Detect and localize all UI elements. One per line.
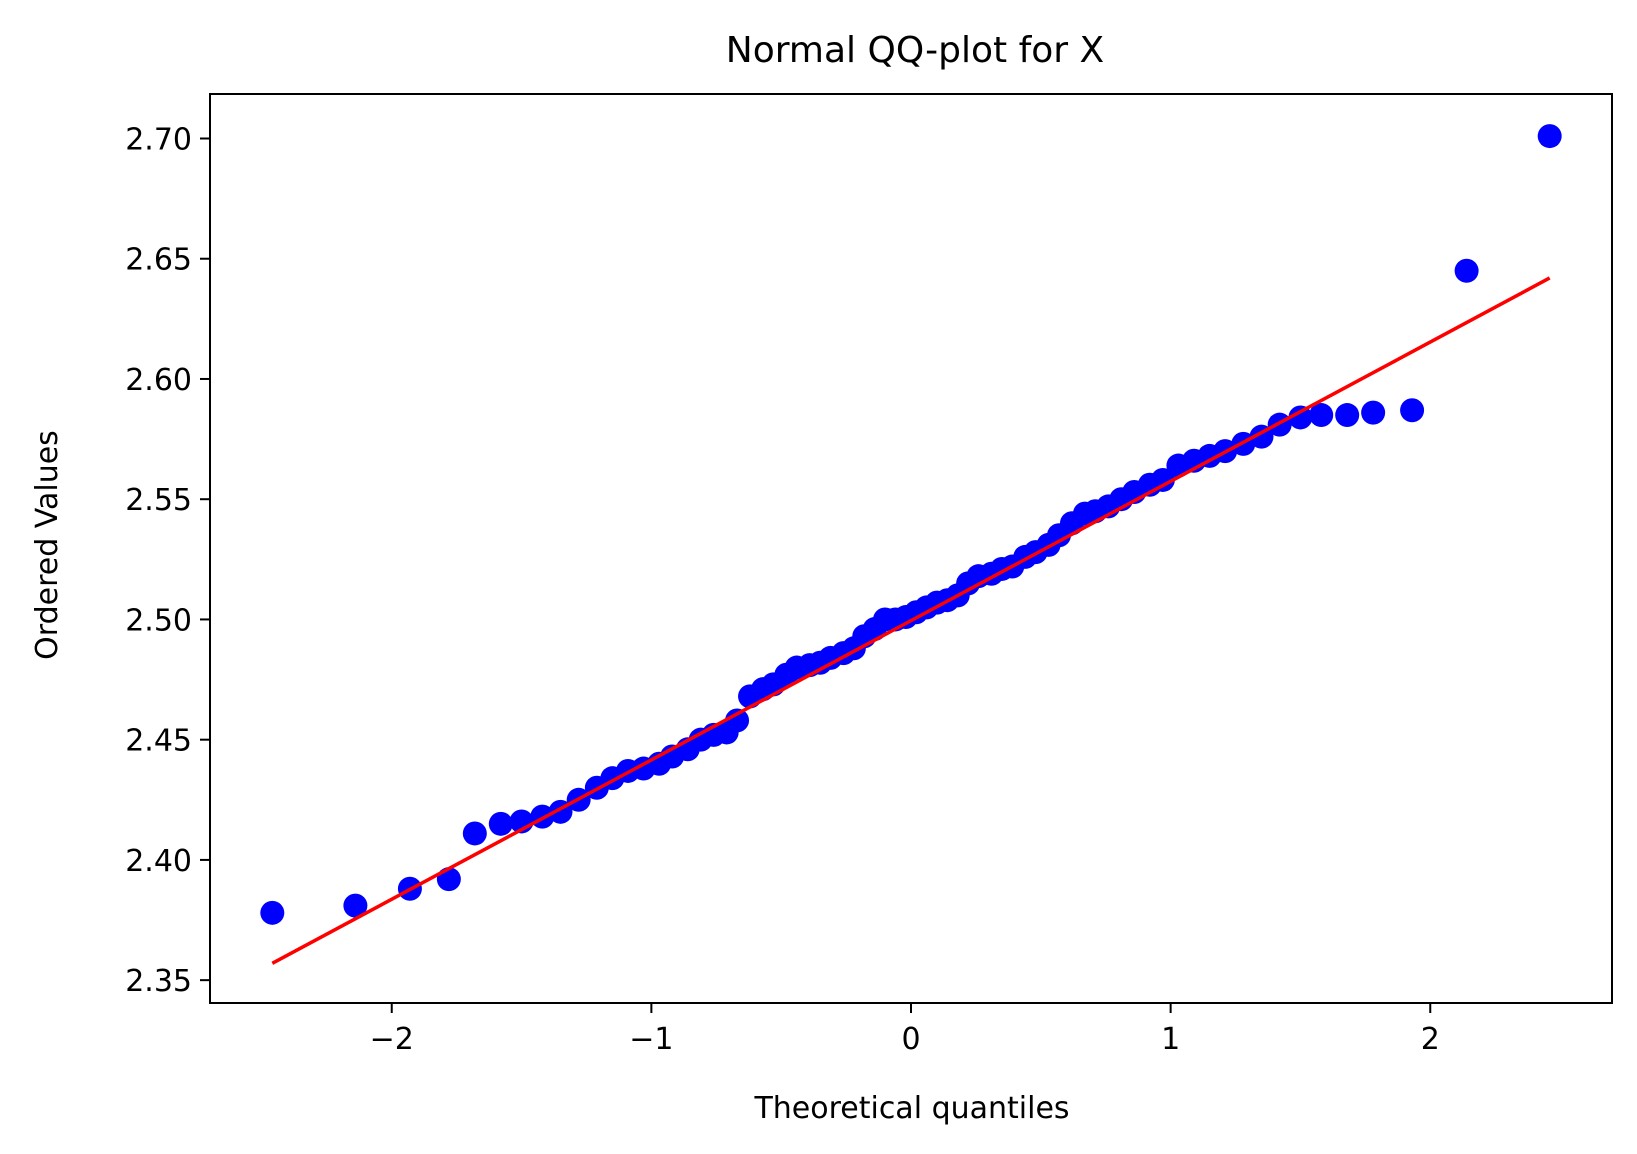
y-tick-label: 2.40	[125, 844, 192, 879]
data-point	[260, 900, 285, 925]
data-point	[462, 821, 487, 846]
y-tick-label: 2.50	[125, 603, 192, 638]
chart-title: Normal QQ-plot for X	[726, 30, 1104, 71]
x-tick-label: 0	[901, 1022, 920, 1057]
data-point	[343, 893, 368, 918]
x-axis-label: Theoretical quantiles	[753, 1091, 1069, 1126]
data-point	[1400, 398, 1425, 423]
data-point	[488, 811, 513, 836]
y-tick-label: 2.35	[125, 964, 192, 999]
y-tick-label: 2.70	[125, 122, 192, 157]
data-point	[1309, 403, 1334, 428]
data-point	[1335, 403, 1360, 428]
data-point	[1537, 124, 1562, 149]
plot-marks	[260, 124, 1562, 965]
data-point	[1288, 405, 1313, 430]
y-tick-label: 2.65	[125, 243, 192, 278]
x-tick-label: 2	[1421, 1022, 1440, 1057]
y-tick-label: 2.45	[125, 724, 192, 759]
x-tick-label: 1	[1161, 1022, 1180, 1057]
y-tick-label: 2.60	[125, 363, 192, 398]
y-axis-label: Ordered Values	[30, 430, 65, 660]
y-tick-label: 2.55	[125, 483, 192, 518]
data-point	[1361, 400, 1386, 425]
data-point	[1454, 258, 1479, 283]
fit-line	[271, 276, 1551, 965]
axes: −2 −1 0 1 2 2.35 2.40 2.45 2.50 2.55 2.60 2.65 2.70	[125, 93, 1613, 1057]
data-point	[725, 708, 750, 733]
data-point	[436, 867, 461, 892]
x-tick-label: −1	[629, 1022, 673, 1057]
plot-area	[260, 124, 1562, 965]
x-tick-label: −2	[370, 1022, 414, 1057]
data-point	[1150, 467, 1175, 492]
